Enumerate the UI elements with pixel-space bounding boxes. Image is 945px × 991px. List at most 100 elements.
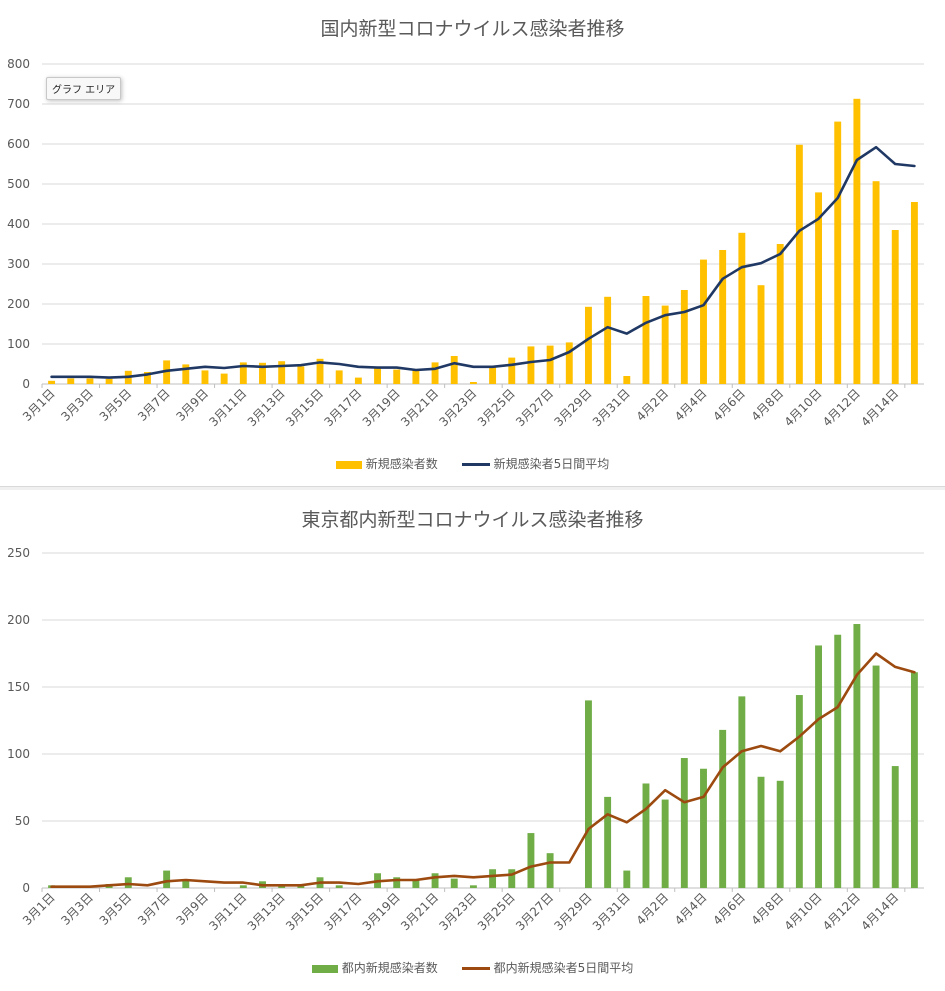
- bar: [469, 382, 477, 384]
- x-tick-label: 4月8日: [749, 386, 787, 424]
- bar: [335, 370, 343, 384]
- bar: [872, 665, 880, 888]
- x-tick-label: 3月27日: [513, 386, 556, 429]
- y-tick-label: 50: [15, 814, 30, 828]
- x-tick-label: 3月25日: [475, 386, 518, 429]
- x-tick-label: 3月13日: [245, 890, 288, 933]
- x-tick-label: 4月10日: [782, 386, 825, 429]
- y-tick-label: 500: [7, 177, 30, 191]
- bar: [220, 373, 228, 384]
- bar: [815, 645, 822, 888]
- bar: [67, 378, 75, 384]
- bar: [374, 368, 381, 384]
- x-tick-label: 3月29日: [552, 890, 595, 933]
- bar: [393, 877, 401, 888]
- x-tick-label: 3月11日: [206, 386, 249, 429]
- bar: [508, 869, 516, 888]
- x-tick-label: 3月15日: [283, 386, 326, 429]
- x-tick-label: 3月19日: [360, 386, 403, 429]
- chart-area-tooltip: グラフ エリア: [46, 77, 122, 100]
- average-line: [50, 145, 916, 379]
- x-tick-label: 3月23日: [436, 890, 479, 933]
- bar: [182, 879, 190, 888]
- y-tick-label: 400: [7, 217, 30, 231]
- y-tick-label: 0: [22, 881, 30, 895]
- bar: [450, 356, 458, 384]
- national-chart-plot: 0 100 200 300 400 500 600 700 800 3月1日 3月3日 3月5日 3月7…: [7, 57, 924, 429]
- bar: [891, 230, 899, 384]
- bar: [776, 244, 784, 384]
- x-tick-label: 3月23日: [436, 386, 479, 429]
- x-tick-label: 4月14日: [858, 890, 901, 933]
- x-tick-label: 3月3日: [58, 890, 96, 928]
- bar: [642, 783, 650, 888]
- x-tick-label: 3月5日: [97, 386, 135, 424]
- bar: [469, 885, 477, 888]
- bar: [719, 729, 727, 888]
- legend-label: 都内新規感染者5日間平均: [493, 961, 634, 975]
- bar: [661, 799, 669, 888]
- tokyo-chart-plot: 0 50 100 150 200 250 3月1日 3月3日 3月5日 3月7日 3月9日3月11日…: [7, 546, 924, 933]
- bar: [278, 361, 286, 384]
- x-tick-label: 3月21日: [398, 386, 441, 429]
- x-tick-label: 3月13日: [245, 386, 288, 429]
- bar: [719, 250, 727, 384]
- bar: [239, 885, 247, 888]
- x-tick-label: 4月12日: [820, 890, 863, 933]
- bar: [910, 672, 918, 888]
- bar: [853, 624, 861, 888]
- y-tick-label: 200: [7, 613, 30, 627]
- x-tick-label: 4月4日: [672, 386, 710, 424]
- x-tick-label: 3月27日: [513, 890, 556, 933]
- x-tick-label: 4月2日: [634, 890, 672, 928]
- x-tick-label: 3月31日: [590, 386, 633, 429]
- bar: [642, 296, 650, 384]
- bar: [489, 366, 497, 384]
- tokyo-chart[interactable]: 東京都内新型コロナウイルス感染者推移 0 50 100 150 200 250 3月1日 3月…: [0, 490, 945, 991]
- x-tick-label: 3月3日: [58, 386, 96, 424]
- y-tick-label: 700: [7, 97, 30, 111]
- bar: [757, 776, 765, 888]
- chart-title: 東京都内新型コロナウイルス感染者推移: [301, 509, 644, 531]
- bar: [412, 370, 420, 384]
- x-tick-label: 4月4日: [672, 890, 710, 928]
- y-tick-label: 300: [7, 257, 30, 271]
- x-tick-label: 3月5日: [97, 890, 135, 928]
- bar: [297, 366, 305, 384]
- x-tick-label: 3月11日: [206, 890, 249, 933]
- bar: [795, 144, 803, 384]
- y-tick-label: 100: [7, 337, 30, 351]
- bar: [163, 360, 171, 384]
- y-tick-label: 200: [7, 297, 30, 311]
- bar: [335, 885, 343, 888]
- legend-swatch-line: [461, 967, 490, 970]
- bar: [278, 885, 286, 888]
- legend-item-line: 都内新規感染者5日間平均: [461, 959, 634, 976]
- bar: [412, 879, 420, 888]
- x-tick-label: 3月29日: [552, 386, 595, 429]
- bar: [700, 768, 707, 888]
- x-tick-label: 3月31日: [590, 890, 633, 933]
- bar: [795, 695, 803, 888]
- x-tick-label: 4月6日: [710, 890, 748, 928]
- bar: [144, 372, 151, 384]
- bar: [680, 290, 688, 384]
- y-tick-label: 100: [7, 747, 30, 761]
- bar: [680, 758, 688, 888]
- bar: [546, 345, 554, 384]
- bar: [259, 362, 266, 384]
- bar: [527, 346, 535, 384]
- bar: [585, 306, 592, 384]
- bar: [546, 853, 554, 888]
- y-tick-label: 0: [22, 377, 30, 391]
- legend-swatch-bars: [335, 460, 362, 469]
- bar: [585, 700, 592, 888]
- bar: [738, 696, 746, 888]
- national-chart[interactable]: 国内新型コロナウイルス感染者推移 0 100 200 300 400 500 600 700 8…: [0, 0, 945, 487]
- bar: [431, 362, 439, 384]
- bar: [757, 285, 765, 384]
- average-line: [50, 652, 916, 889]
- bar: [604, 296, 612, 384]
- bar: [661, 305, 669, 384]
- bar: [623, 870, 631, 888]
